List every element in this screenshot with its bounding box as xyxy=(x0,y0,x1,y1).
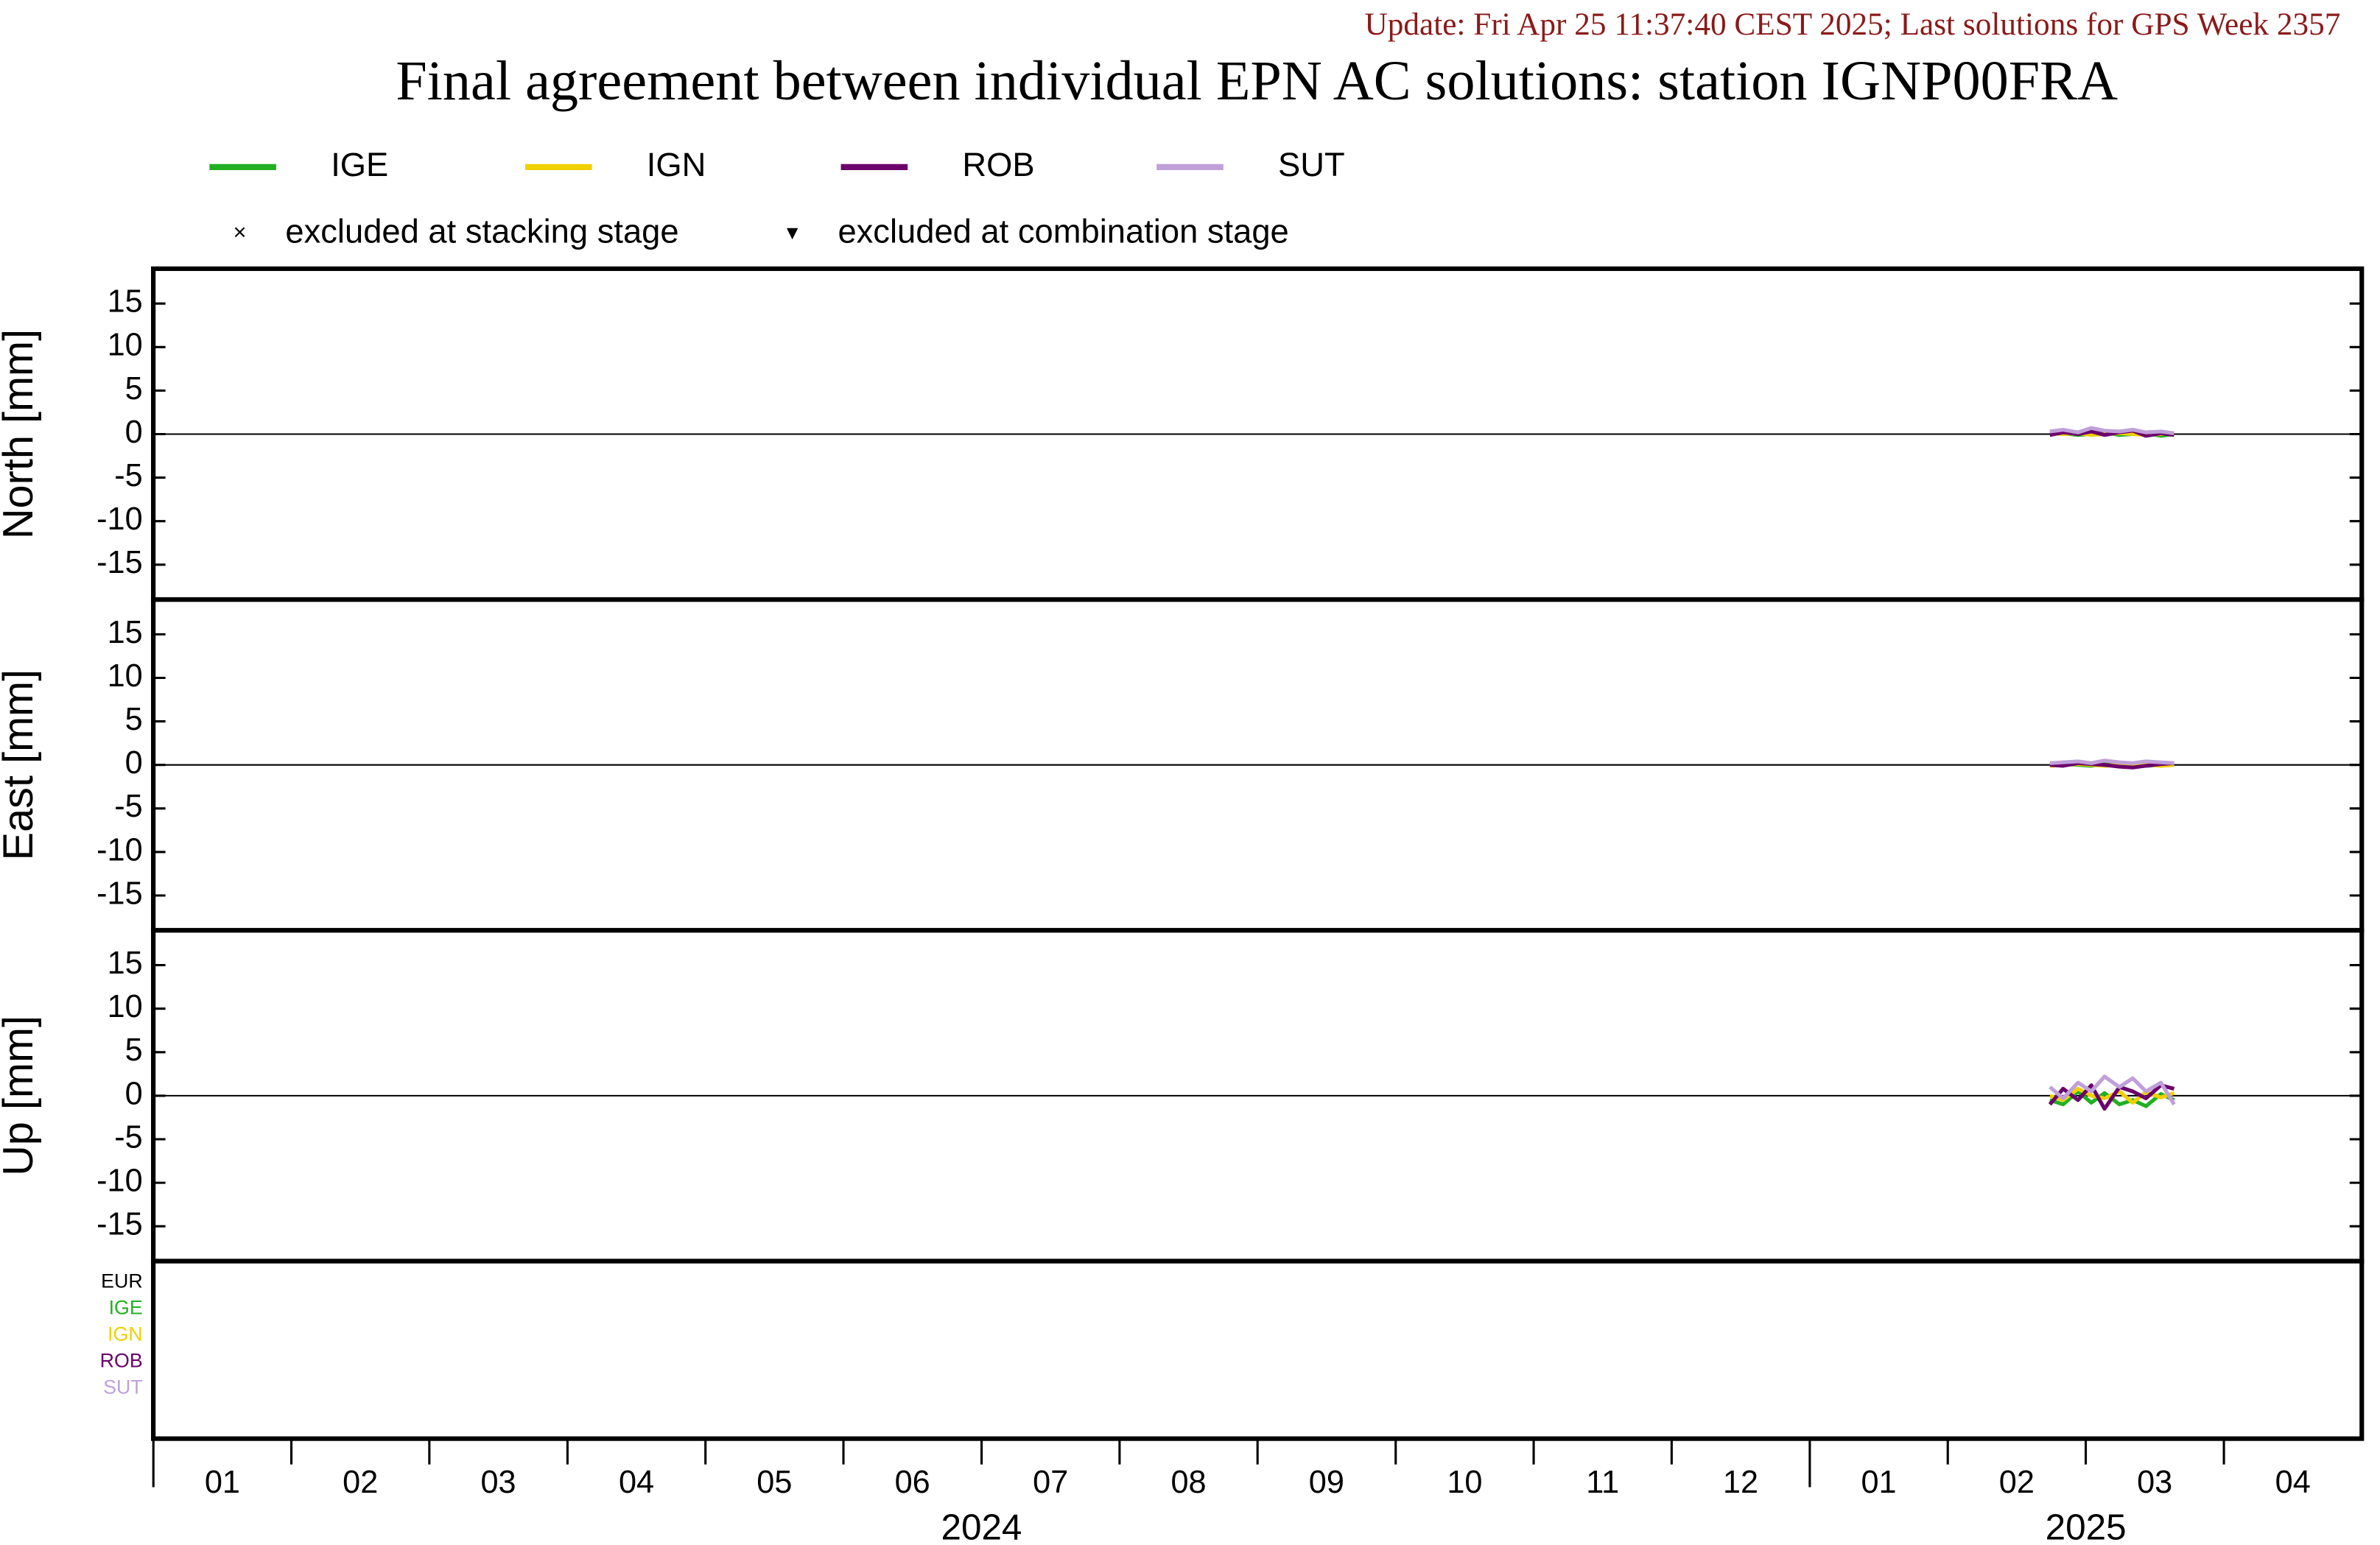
y-axis-label: East [mm] xyxy=(0,669,42,861)
y-tick-label: 15 xyxy=(108,615,143,650)
x-tick-label: 03 xyxy=(2137,1465,2172,1500)
ac-label: IGE xyxy=(109,1296,143,1318)
x-tick-label: 05 xyxy=(757,1465,792,1500)
series-line xyxy=(2049,759,2174,765)
y-tick-label: -5 xyxy=(114,1119,142,1155)
x-tick-label: 02 xyxy=(1999,1465,2035,1500)
y-tick-label: -5 xyxy=(114,458,142,493)
y-axis-label: North [mm] xyxy=(0,329,42,539)
x-year-label: 2025 xyxy=(2046,1507,2127,1545)
series-line xyxy=(2049,429,2174,438)
series-line xyxy=(2049,1074,2176,1106)
x-tick-label: 10 xyxy=(1447,1465,1482,1500)
x-tick-label: 11 xyxy=(1586,1465,1619,1500)
series-line xyxy=(2048,1083,2175,1111)
legend-symbol: ▾ xyxy=(787,219,798,245)
y-tick-label: 15 xyxy=(108,284,143,320)
ac-label: SUT xyxy=(103,1376,143,1398)
legend-note: excluded at combination stage xyxy=(838,212,1288,250)
y-tick-label: 0 xyxy=(125,1076,143,1111)
legend-label: SUT xyxy=(1278,146,1345,183)
y-tick-label: 5 xyxy=(125,702,143,737)
y-tick-label: 10 xyxy=(108,658,143,694)
panel-frame xyxy=(151,1259,2365,1441)
x-tick-label: 06 xyxy=(895,1465,930,1500)
ac-label: EUR xyxy=(101,1270,143,1292)
series-line xyxy=(2049,426,2174,435)
ac-label: IGN xyxy=(108,1323,143,1345)
update-note: Update: Fri Apr 25 11:37:40 CEST 2025; L… xyxy=(1364,7,2340,42)
y-tick-label: -10 xyxy=(96,832,143,867)
x-tick-label: 12 xyxy=(1723,1465,1758,1500)
y-tick-label: 5 xyxy=(125,371,143,407)
legend-note: excluded at stacking stage xyxy=(285,212,678,250)
x-tick-label: 07 xyxy=(1033,1465,1068,1500)
y-tick-label: -10 xyxy=(96,1164,143,1199)
legend-label: IGE xyxy=(331,146,388,183)
x-year-label: 2024 xyxy=(941,1507,1022,1545)
y-tick-label: 0 xyxy=(125,415,143,450)
y-tick-label: -15 xyxy=(96,876,143,911)
x-tick-label: 01 xyxy=(1861,1465,1896,1500)
chart-title: Final agreement between individual EPN A… xyxy=(396,50,2118,112)
y-axis-label: Up [mm] xyxy=(0,1016,42,1176)
y-tick-label: -15 xyxy=(96,1207,143,1242)
y-tick-label: 15 xyxy=(108,946,143,981)
legend-symbol: × xyxy=(234,219,247,245)
y-tick-label: 10 xyxy=(108,328,143,363)
y-tick-label: 0 xyxy=(125,745,143,781)
y-tick-label: 5 xyxy=(125,1032,143,1068)
y-tick-label: -15 xyxy=(96,545,143,580)
legend-label: ROB xyxy=(962,146,1034,183)
y-tick-label: -5 xyxy=(114,789,142,824)
legend-label: IGN xyxy=(647,146,706,183)
y-tick-label: -10 xyxy=(96,501,143,537)
y-tick-label: 10 xyxy=(108,989,143,1024)
x-tick-label: 02 xyxy=(343,1465,378,1500)
x-tick-label: 08 xyxy=(1170,1465,1206,1500)
x-tick-label: 01 xyxy=(205,1465,240,1500)
x-tick-label: 03 xyxy=(480,1465,516,1500)
series-line xyxy=(2049,761,2174,770)
x-tick-label: 09 xyxy=(1309,1465,1344,1500)
x-tick-label: 04 xyxy=(2275,1465,2311,1500)
x-tick-label: 04 xyxy=(619,1465,654,1500)
ac-label: ROB xyxy=(100,1350,143,1372)
